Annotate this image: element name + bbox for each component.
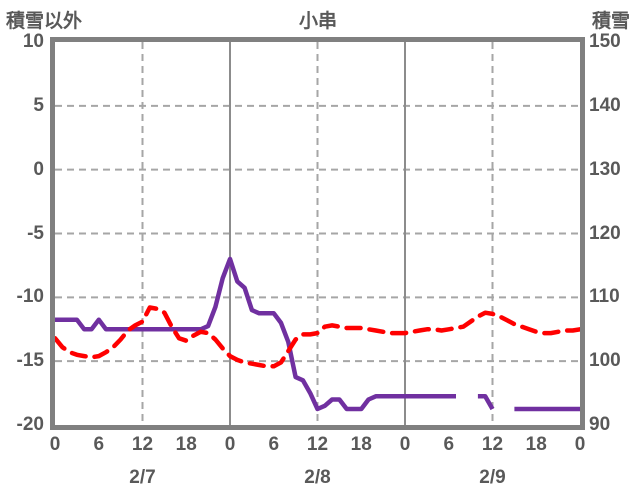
x-axis-hour-label: 0 [49, 434, 61, 455]
right-axis-tick-label: 150 [589, 31, 621, 52]
x-axis-hour-label: 0 [224, 434, 236, 455]
plot-area [55, 42, 580, 425]
left-axis-tick-label: -10 [16, 286, 44, 308]
right-axis-tick-label: 120 [589, 222, 621, 244]
left-axis-tick-label: -5 [27, 222, 44, 244]
x-axis-hour-label: 6 [268, 434, 280, 455]
x-axis-hour-label: 18 [175, 434, 197, 455]
chart-title: 小串 [298, 11, 337, 32]
x-axis-hour-label: 0 [574, 434, 586, 455]
left-axis-title: 積雪以外 [6, 11, 83, 32]
right-axis-tick-label: 100 [589, 350, 621, 372]
left-axis-tick-label: -15 [16, 350, 44, 372]
left-axis-tick-label: 10 [22, 31, 44, 52]
right-axis-tick-label: 110 [589, 286, 620, 308]
left-axis-tick-label: 0 [33, 158, 44, 180]
x-axis-hour-label: 18 [350, 434, 372, 455]
series-line-non-snow [55, 305, 580, 369]
right-axis-tick-label: 90 [589, 414, 611, 435]
x-axis-hour-label: 6 [93, 434, 105, 455]
right-axis-tick-label: 140 [589, 94, 621, 116]
series-line-snow-depth [477, 394, 495, 411]
x-axis-hour-label: 6 [443, 434, 455, 455]
x-axis-date-label: 2/8 [304, 467, 331, 488]
left-axis-tick-label: -20 [16, 414, 44, 435]
x-axis-hour-label: 0 [399, 434, 411, 455]
right-axis-tick-label: 130 [589, 158, 621, 180]
x-axis-hour-label: 12 [306, 434, 329, 455]
x-axis-date-label: 2/9 [479, 467, 506, 488]
x-axis-hour-label: 18 [525, 434, 547, 455]
left-axis-tick-label: 5 [33, 94, 44, 116]
x-axis-hour-label: 12 [131, 434, 154, 455]
right-axis-title: 積雪 [591, 11, 630, 32]
series-line-snow-depth [55, 256, 456, 412]
x-axis-hour-label: 12 [481, 434, 504, 455]
x-axis-date-label: 2/7 [129, 467, 156, 488]
